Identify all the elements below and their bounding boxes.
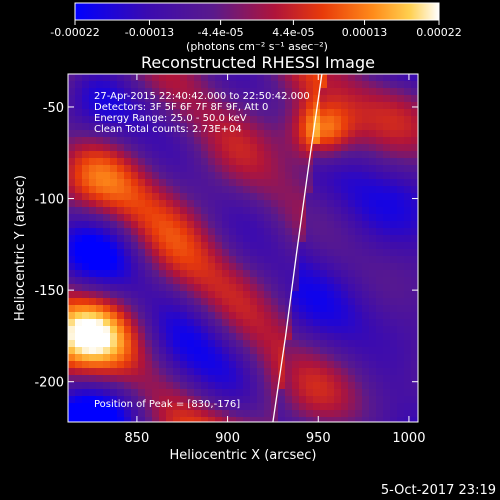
colorbar-tick-label: 0.00013 [342,26,388,39]
colorbar-tick-label: -0.00022 [50,26,99,39]
x-tick-label: 1000 [392,431,425,446]
chart-title: Reconstructed RHESSI Image [141,53,375,72]
colorbar-tick-label: 0.00022 [416,26,462,39]
y-tick-label: -100 [34,193,64,208]
colorbar: -0.00022 -0.00013 -4.4e-05 4.4e-05 0.00013 0.… [50,2,462,53]
annotation-block: 27-Apr-2015 22:40:42.000 to 22:50:42.000… [94,91,310,135]
annotation-energy: Energy Range: 25.0 - 50.0 keV [94,113,247,124]
x-tick-label: 950 [306,431,331,446]
peak-position-label: Position of Peak = [830,-176] [94,399,240,410]
y-tick-label: -200 [34,376,64,391]
y-axis-title: Heliocentric Y (arcsec) [13,175,28,321]
axis-ticks: 850 900 950 1000 -50 -100 -150 -200 [34,74,425,446]
annotation-counts: Clean Total counts: 2.73E+04 [94,124,242,135]
solar-limb-line [272,74,323,422]
colorbar-tick-label: -4.4e-05 [197,26,243,39]
x-tick-label: 850 [124,431,149,446]
colorbar-units: (photons cm⁻² s⁻¹ asec⁻²) [186,40,328,53]
colorbar-gradient [74,2,440,21]
colorbar-tick-label: -0.00013 [125,26,174,39]
x-axis-title: Heliocentric X (arcsec) [170,448,317,463]
y-tick-label: -150 [34,284,64,299]
heatmap-image [68,74,418,422]
y-tick-label: -50 [43,101,64,116]
annotation-detectors: Detectors: 3F 5F 6F 7F 8F 9F, Att 0 [94,102,268,113]
colorbar-ticks: -0.00022 -0.00013 -4.4e-05 4.4e-05 0.00013 0.… [50,20,462,39]
render-timestamp: 5-Oct-2017 23:19 [381,483,496,498]
x-tick-label: 900 [215,431,240,446]
colorbar-tick-label: 4.4e-05 [272,26,314,39]
annotation-time: 27-Apr-2015 22:40:42.000 to 22:50:42.000 [94,91,310,102]
plot-frame [67,73,419,423]
